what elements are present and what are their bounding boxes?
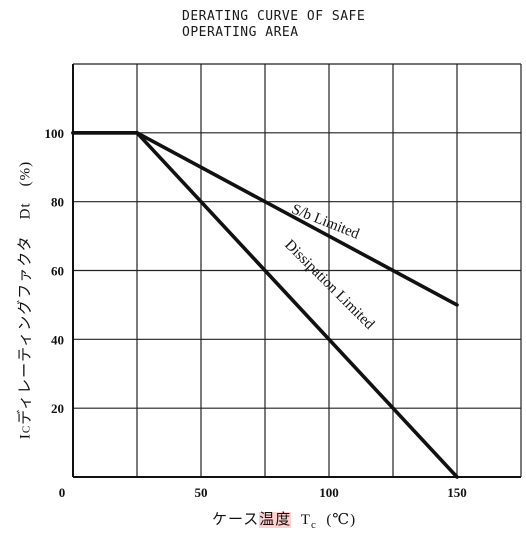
y-tick-label: 20 <box>51 401 64 416</box>
chart-title: DERATING CURVE OF SAFE OPERATING AREA <box>182 9 482 41</box>
y-axis-label-sub: C <box>20 424 33 434</box>
y-axis-label: ICディレーティングファクタ Dt (%) <box>14 130 35 470</box>
x-tick-label: 150 <box>447 485 467 500</box>
y-tick-label: 40 <box>51 332 64 347</box>
chart-title-line-1: DERATING CURVE OF SAFE <box>182 9 366 24</box>
x-axis-label-sub: c <box>310 519 317 531</box>
x-axis-label-jp-highlight: 温度 <box>259 512 292 528</box>
y-axis-label-text: ディレーティングファクタ Dt (%) <box>17 160 34 425</box>
x-axis-label-unit: (℃) <box>326 512 357 528</box>
x-tick-label: 100 <box>319 485 339 500</box>
y-tick-label: 100 <box>45 126 65 141</box>
x-tick-label: 50 <box>195 485 208 500</box>
chart-title-line-2: OPERATING AREA <box>182 25 299 40</box>
series-layer <box>71 131 459 479</box>
grid-layer <box>73 63 522 477</box>
x-tick-label: 0 <box>59 485 66 500</box>
x-axis-label-jp: ケース <box>212 512 260 528</box>
x-axis-label-symbol: T <box>300 512 311 528</box>
x-axis-label: ケース温度 Tc (℃) <box>212 508 356 531</box>
y-tick-label: 80 <box>51 195 64 210</box>
series-line-2 <box>71 131 459 479</box>
tick-layer: 20 40 60 80 100 0 50 100 150 <box>45 126 467 500</box>
y-tick-label: 60 <box>51 264 64 279</box>
y-axis-label-symbol: I <box>17 433 34 440</box>
